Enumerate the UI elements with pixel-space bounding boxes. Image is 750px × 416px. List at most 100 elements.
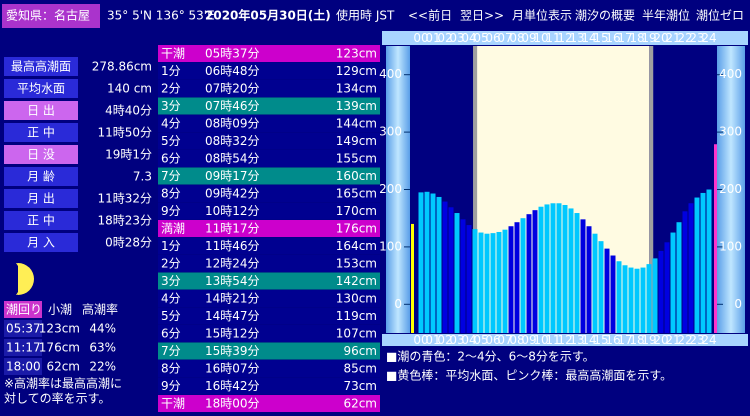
tide-time: 16時42分 xyxy=(205,379,260,393)
info-label: 正 中 xyxy=(27,213,55,228)
x-tick-label: 17 xyxy=(617,31,632,45)
x-tick-label: 16 xyxy=(605,31,620,45)
summary-header: 高潮率 xyxy=(82,302,118,317)
tide-bar xyxy=(508,226,514,333)
tide-height: 155cm xyxy=(336,152,377,166)
info-value: 140 cm xyxy=(107,82,152,96)
x-tick-label: 05 xyxy=(473,31,488,45)
tide-phase: 干潮 xyxy=(161,396,185,411)
x-tick-label: 05 xyxy=(473,333,488,347)
tide-bar xyxy=(466,225,472,333)
info-label-box xyxy=(4,57,78,76)
tide-row xyxy=(158,150,380,167)
tide-bar xyxy=(658,250,664,333)
tide-phase: 3分 xyxy=(161,274,181,288)
tide-time: 15時12分 xyxy=(205,327,260,341)
nav-link[interactable]: 月単位表示 xyxy=(512,8,572,23)
chart-note: ■黄色棒：平均水面、ピンク棒：最高高潮面を示す。 xyxy=(386,368,672,383)
tide-phase: 8分 xyxy=(161,187,181,201)
tide-bar xyxy=(598,241,604,333)
tide-time: 11時46分 xyxy=(205,239,260,253)
info-label-box xyxy=(4,189,78,208)
x-tick-label: 21 xyxy=(665,333,680,347)
tide-phase: 干潮 xyxy=(161,46,185,61)
tide-row xyxy=(158,395,380,412)
tide-phase: 9分 xyxy=(161,204,181,218)
info-value: 19時1分 xyxy=(105,148,152,162)
tide-bar xyxy=(550,203,556,333)
tide-row xyxy=(158,97,380,115)
location: 愛知県：名古屋 xyxy=(6,8,90,23)
summary-ratio: 44% xyxy=(89,322,116,336)
summary-ratio: 22% xyxy=(89,360,116,374)
moon-icon-body xyxy=(18,263,34,295)
tide-phase: 8分 xyxy=(161,362,181,376)
tide-phase: 9分 xyxy=(161,379,181,393)
x-tick-label: 13 xyxy=(569,333,584,347)
y-tick-label: 100 xyxy=(719,239,742,253)
tide-bar xyxy=(442,201,448,333)
info-label: 最高高潮面 xyxy=(11,59,71,74)
x-tick-label: 24 xyxy=(701,333,716,347)
tide-bar xyxy=(460,219,466,333)
summary-ratio: 63% xyxy=(89,341,116,355)
tide-bar xyxy=(526,214,532,333)
y-tick-label: 400 xyxy=(719,67,742,81)
y-tick-label: 100 xyxy=(379,239,402,253)
nav-link[interactable]: <<前日 xyxy=(408,8,452,23)
tide-time: 09時17分 xyxy=(205,169,260,183)
y-tick-label: 0 xyxy=(394,297,402,311)
tide-time: 07時20分 xyxy=(205,82,260,96)
x-tick-label: 23 xyxy=(689,333,704,347)
info-label-box xyxy=(4,145,78,164)
tide-row xyxy=(158,220,380,237)
tide-bar xyxy=(478,232,484,333)
tide-height: 160cm xyxy=(336,169,377,183)
x-tick-label: 12 xyxy=(557,31,572,45)
tide-bar xyxy=(592,233,598,333)
nav-link[interactable]: 半年潮位 xyxy=(642,8,690,23)
y-tick-label: 400 xyxy=(379,67,402,81)
nav-link[interactable]: 潮汐の概要 xyxy=(575,8,635,23)
x-tick-label: 02 xyxy=(437,333,452,347)
tide-time: 06時48分 xyxy=(205,64,260,78)
x-tick-label: 21 xyxy=(665,31,680,45)
x-tick-label: 10 xyxy=(533,333,548,347)
summary-note: 対しての率を示す。 xyxy=(4,391,110,406)
info-label: 月 齢 xyxy=(27,169,55,184)
tide-phase: 7分 xyxy=(161,169,181,183)
tide-time: 14時47分 xyxy=(205,309,260,323)
x-tick-label: 20 xyxy=(653,333,668,347)
y-tick-label: 300 xyxy=(379,125,402,139)
info-value: 0時28分 xyxy=(105,236,152,250)
summary-time: 18:00 xyxy=(6,360,41,374)
tide-bar xyxy=(652,258,658,333)
y-tick-label: 300 xyxy=(719,125,742,139)
y-tick-label: 200 xyxy=(719,182,742,196)
tide-phase: 6分 xyxy=(161,327,181,341)
nav-link[interactable]: 翌日>> xyxy=(460,9,504,23)
date: 2020年05月30日(土) xyxy=(205,8,331,23)
x-tick-label: 07 xyxy=(497,31,512,45)
tide-time: 08時54分 xyxy=(205,152,260,166)
summary-time-box xyxy=(4,339,42,356)
nav-link[interactable]: 潮位ゼロ xyxy=(696,8,744,23)
tide-bar xyxy=(706,189,712,333)
daylight-edge xyxy=(649,46,654,333)
tide-bar xyxy=(436,196,442,333)
tide-row xyxy=(158,80,380,97)
tide-bar xyxy=(532,210,538,333)
summary-height: 176cm xyxy=(39,341,80,355)
summary-note: ※高潮率は最高高潮に xyxy=(4,376,122,391)
tide-phase: 1分 xyxy=(161,239,181,253)
tide-bar xyxy=(604,248,610,333)
tide-bar xyxy=(520,218,526,333)
tide-bar xyxy=(580,219,586,333)
tide-height: 170cm xyxy=(336,204,377,218)
tide-height: 176cm xyxy=(336,222,377,236)
tide-time: 14時21分 xyxy=(205,292,260,306)
summary-header: 潮回り xyxy=(6,302,42,317)
tide-height: 73cm xyxy=(343,379,377,393)
tide-row xyxy=(158,132,380,150)
